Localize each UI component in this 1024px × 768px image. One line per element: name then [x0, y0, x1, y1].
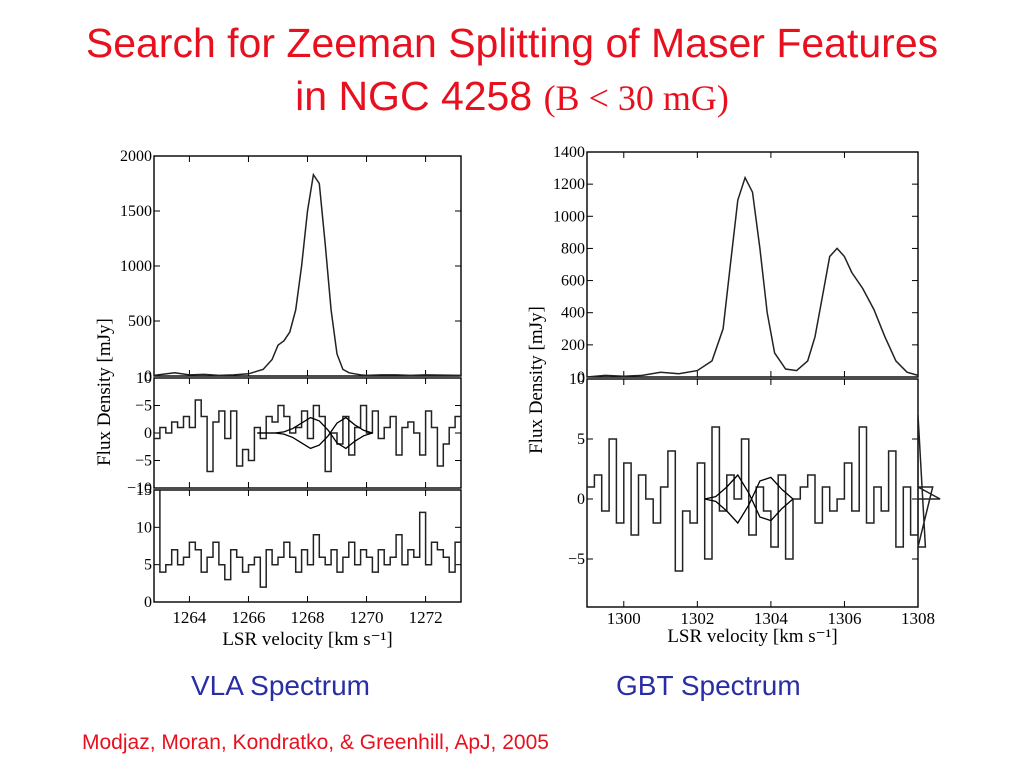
vla-xlabel: LSR velocity [km s⁻¹]: [222, 629, 392, 650]
gbt-zeeman-fit-curve-a: [704, 473, 794, 522]
gbt-stokes-v-frame: [586, 378, 919, 608]
citation: Modjaz, Moran, Kondratko, & Greenhill, A…: [82, 731, 549, 754]
vla-xtick-label: 1268: [291, 608, 325, 627]
vla-stokes-i-ytick-label: 1000: [120, 258, 152, 275]
vla-stokes-i-ytick-label: 0: [144, 368, 152, 385]
gbt-xtick-label: 1308: [901, 609, 935, 628]
vla-stokes-i-ytick-label: 2000: [120, 148, 152, 165]
vla-xtick-label: 1270: [350, 608, 384, 627]
vla-stokes-v-ytick-label: −10: [127, 480, 152, 497]
gbt-stokes-i-series: [586, 175, 919, 378]
vla-residual-series: [154, 489, 461, 588]
vla-residual-ytick-label: 10: [136, 519, 152, 536]
vla-residual-ytick-label: 5: [144, 557, 152, 574]
gbt-stokes-i-ytick-label: 1400: [553, 144, 585, 161]
vla-zeeman-fit-curve-b: [257, 416, 373, 450]
gbt-stokes-v-series: [587, 414, 941, 572]
gbt-stokes-v-ytick-label: 10: [569, 371, 585, 388]
gbt-stokes-v-ytick-label: 0: [577, 491, 585, 508]
gbt-xtick-label: 1300: [607, 609, 641, 628]
slide-title-line1: Search for Zeeman Splitting of Maser Fea…: [85, 20, 939, 66]
vla-xtick-label: 1272: [409, 608, 443, 627]
vla-stokes-i-series: [153, 172, 462, 377]
title-condition: (B < 30 mG): [543, 78, 729, 118]
gbt-stokes-i-ytick-label: 0: [577, 369, 585, 386]
vla-residual-ytick-label: 15: [136, 482, 152, 499]
vla-residual-frame: [153, 489, 462, 603]
title-object: in NGC 4258: [295, 73, 533, 119]
vla-ylabel: Flux Density [mJy]: [94, 318, 115, 466]
vla-stokes-v-ytick-label: 0: [144, 425, 152, 442]
gbt-stokes-i-ytick-label: 1000: [553, 208, 585, 225]
vla-xtick-label: 1264: [172, 608, 207, 627]
slide-title-line2: in NGC 4258 (B < 30 mG): [0, 73, 1024, 121]
vla-caption: VLA Spectrum: [191, 670, 370, 701]
gbt-ylabel: Flux Density [mJy]: [526, 306, 547, 454]
gbt-stokes-v-ytick-label: 5: [577, 431, 585, 448]
gbt-xlabel: LSR velocity [km s⁻¹]: [667, 626, 837, 647]
gbt-caption: GBT Spectrum: [616, 670, 801, 701]
gbt-zeeman-fit-curve-b: [704, 476, 794, 525]
vla-stokes-i-ytick-label: 1500: [120, 203, 152, 220]
vla-stokes-v-ytick-label: −5: [135, 453, 152, 470]
gbt-xtick-label: 1306: [827, 609, 861, 628]
vla-stokes-i-ytick-label: 500: [128, 313, 152, 330]
vla-stokes-v-ytick-label: 10: [136, 370, 152, 387]
gbt-stokes-i-ytick-label: 600: [561, 273, 585, 290]
gbt-stokes-v-ytick-label: −5: [568, 551, 585, 568]
vla-stokes-v-series: [154, 399, 461, 473]
gbt-stokes-i-frame: [586, 151, 919, 378]
gbt-xtick-label: 1302: [680, 609, 714, 628]
vla-stokes-i-frame: [153, 155, 462, 377]
gbt-stokes-i-ytick-label: 400: [561, 305, 585, 322]
gbt-xtick-label: 1304: [754, 609, 789, 628]
vla-xtick-label: 1266: [231, 608, 265, 627]
gbt-stokes-i-ytick-label: 1200: [553, 176, 585, 193]
gbt-stokes-i-ytick-label: 200: [561, 337, 585, 354]
vla-residual-ytick-label: 0: [144, 594, 152, 611]
vla-stokes-v-ytick-label: −5: [135, 398, 152, 415]
gbt-stokes-i-ytick-label: 800: [561, 240, 585, 257]
